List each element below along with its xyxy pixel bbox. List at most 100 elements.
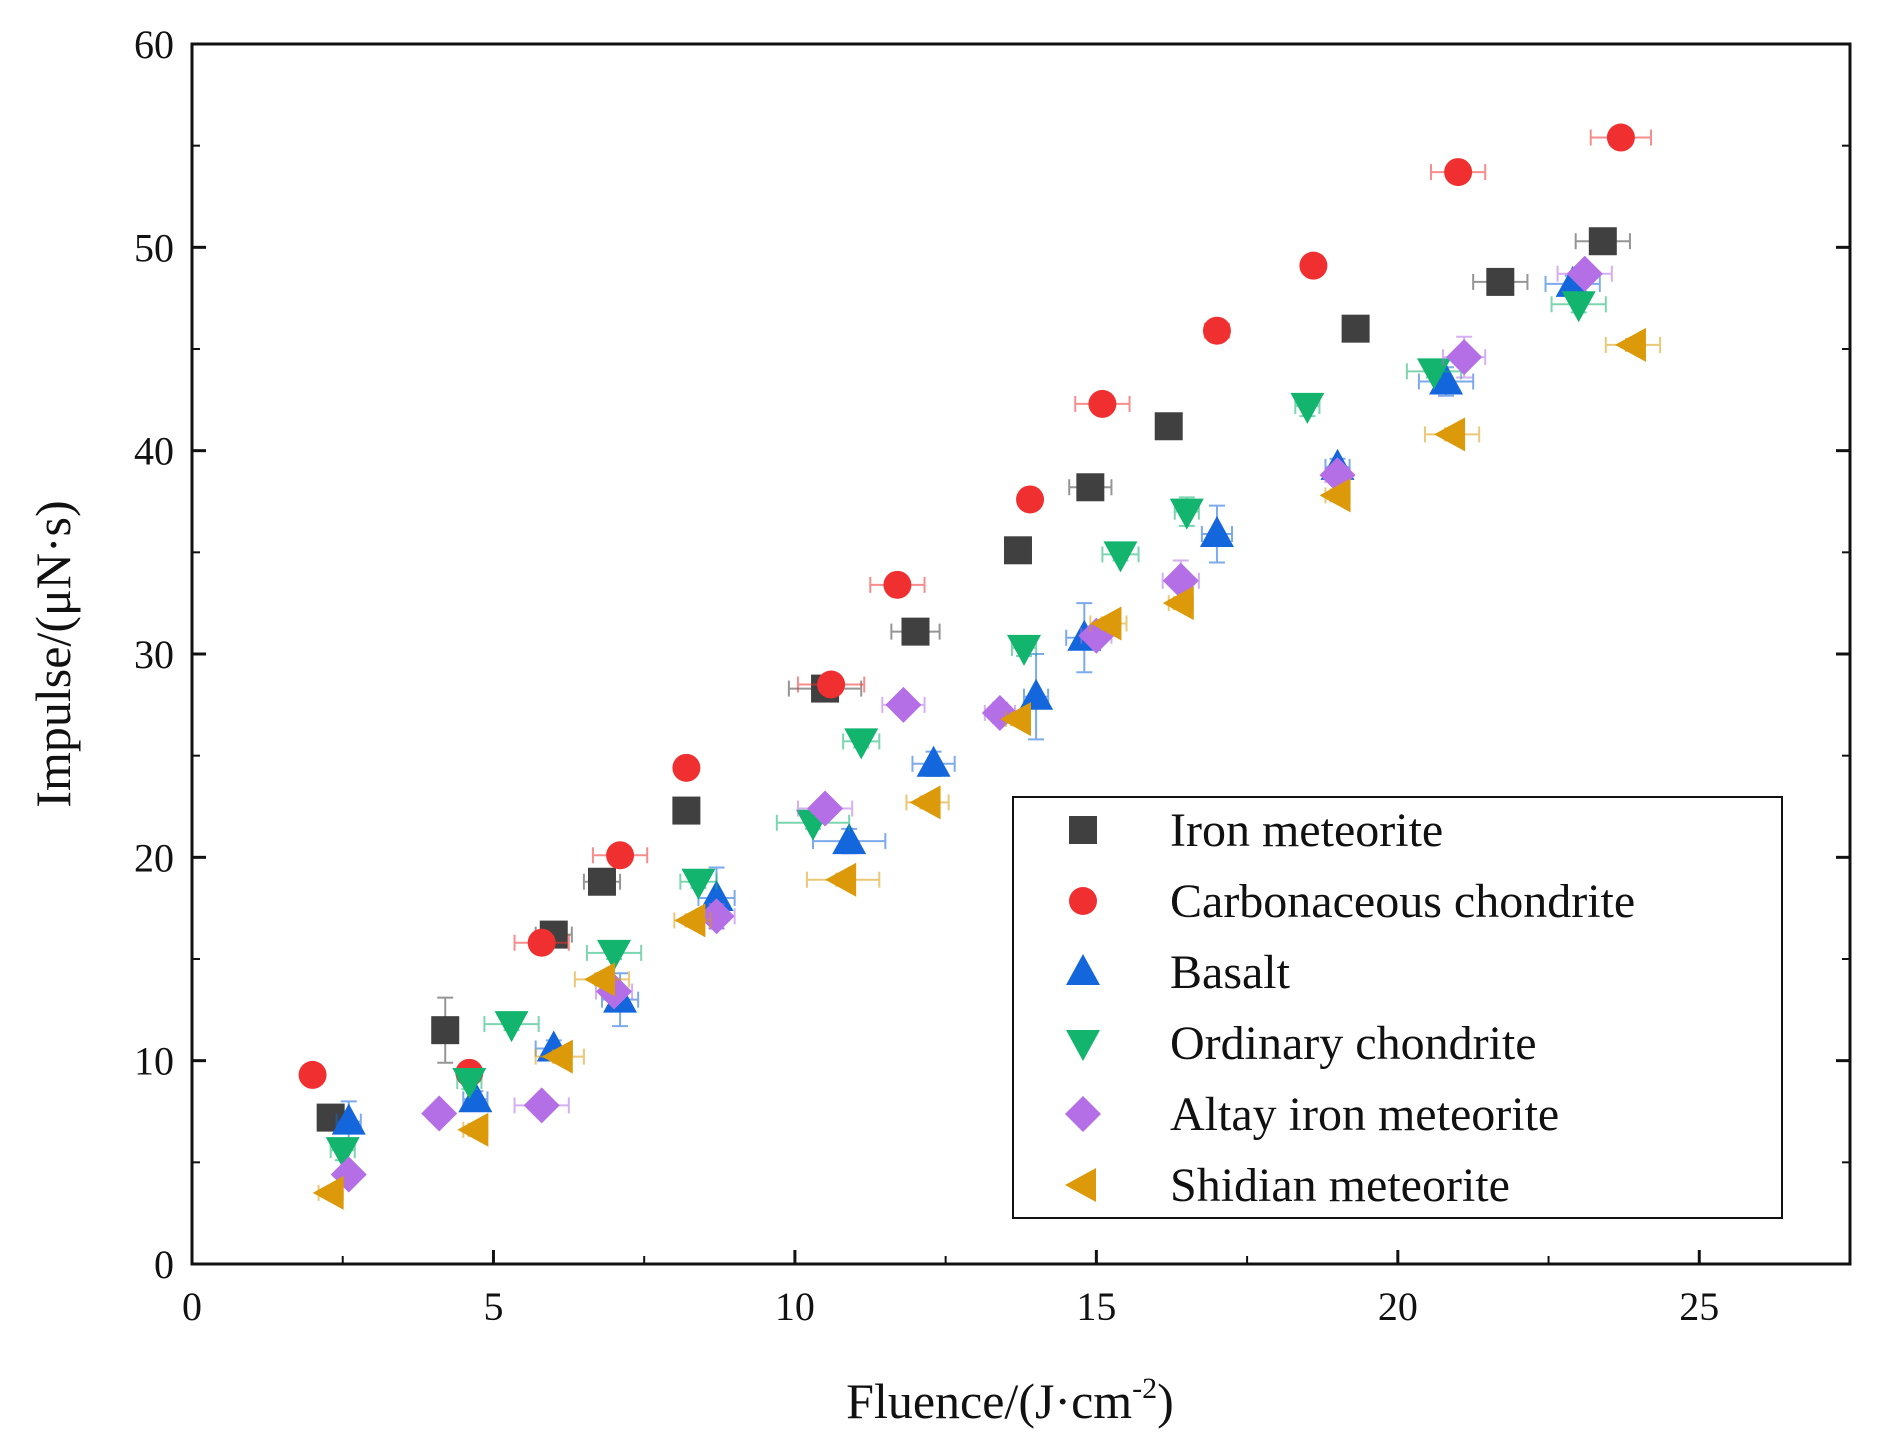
data-point [312,1175,344,1210]
data-point [1429,363,1464,395]
y-tick-label: 0 [154,1242,174,1287]
y-axis-title: Impulse/(μN·s) [25,500,81,807]
data-point [883,570,912,599]
data-point [458,1081,493,1113]
data-point [331,1103,366,1135]
data-point [1434,417,1466,452]
data-points [298,123,1662,1210]
data-point [1566,255,1603,292]
data-point [1154,412,1183,441]
data-point [1561,291,1596,323]
legend-marker [1066,1030,1100,1061]
data-point [1019,678,1054,710]
data-point [698,898,735,935]
data-point [325,1137,360,1169]
data-point [597,939,632,971]
legend-label: Altay iron meteorite [1170,1088,1559,1141]
data-point [541,1039,573,1074]
data-point [1076,473,1105,502]
data-point [1103,541,1138,573]
x-tick-label: 15 [1076,1284,1116,1329]
series-shidian-meteorite [312,327,1662,1210]
y-tick-label: 30 [134,632,174,677]
data-point [431,1016,460,1045]
legend-marker [1069,816,1097,844]
data-point [885,686,922,723]
data-point [1088,389,1117,418]
data-point [494,1011,529,1043]
legend-items: Iron meteorite Carbonaceous chondrite Basa… [1065,804,1635,1212]
x-tick-label: 10 [775,1284,815,1329]
data-point [844,728,879,760]
data-point [1162,586,1194,621]
data-point [1090,606,1122,641]
data-point [901,617,930,646]
data-point [1199,516,1234,548]
data-point [523,1087,560,1124]
data-point [606,841,635,870]
legend-marker [1065,1096,1101,1132]
x-axis-title: Fluence/(J·cm-2) [846,1372,1174,1429]
data-point [583,962,615,997]
legend-box [1012,796,1783,1219]
data-point [832,823,867,855]
data-point [672,753,701,782]
legend-label: Basalt [1170,946,1291,999]
data-point [1446,339,1483,376]
series-ordinary-chondrite [325,291,1607,1169]
data-point [1299,251,1328,280]
series-carbonaceous-chondrite [298,123,1653,1089]
legend-marker [1069,887,1097,915]
data-point [421,1095,458,1132]
data-point [298,1060,327,1089]
x-tick-label: 20 [1378,1284,1418,1329]
data-point [452,1068,487,1099]
data-point [1290,392,1325,424]
data-point [681,868,716,900]
data-point [916,745,951,777]
x-tick-label: 0 [182,1284,202,1329]
data-point [1319,478,1351,513]
data-point [1341,314,1370,343]
y-tick-label: 20 [134,835,174,880]
data-point [587,867,616,896]
data-point [1202,316,1231,345]
data-point [1486,267,1515,296]
data-point [1007,634,1042,666]
legend-label: Iron meteorite [1170,804,1443,857]
x-tick-label: 25 [1679,1284,1719,1329]
legend-label: Ordinary chondrite [1170,1017,1537,1070]
data-point [672,796,701,825]
data-point [457,1112,489,1147]
data-point [1003,536,1032,565]
legend-marker [1065,1168,1096,1202]
legend-label: Shidian meteorite [1170,1159,1510,1212]
data-point [825,862,857,897]
legend-label: Carbonaceous chondrite [1170,875,1635,928]
data-point [1606,123,1635,152]
data-point [999,702,1031,737]
y-tick-label: 50 [134,225,174,270]
data-point [817,670,846,699]
y-tick-label: 10 [134,1039,174,1084]
x-axis-title-main: Fluence/(J·cm [846,1373,1132,1429]
x-tick-label: 5 [483,1284,503,1329]
x-axis-title-superscript: -2 [1132,1372,1157,1405]
data-point [909,785,941,820]
data-point [1016,485,1045,514]
data-point [699,880,734,911]
data-point [527,928,556,957]
data-point [1614,327,1646,362]
data-point [1444,158,1473,187]
data-point [1555,265,1590,297]
legend: Iron meteorite Carbonaceous chondrite Basa… [1012,796,1783,1219]
y-tick-label: 60 [134,22,174,67]
data-point [1588,227,1617,256]
axis-ticks: 0 5 10 15 20 25 0 10 20 30 40 50 60 [134,22,1850,1329]
data-point [807,790,844,827]
legend-marker [1066,954,1100,985]
y-tick-label: 40 [134,429,174,474]
data-point [1416,358,1451,390]
